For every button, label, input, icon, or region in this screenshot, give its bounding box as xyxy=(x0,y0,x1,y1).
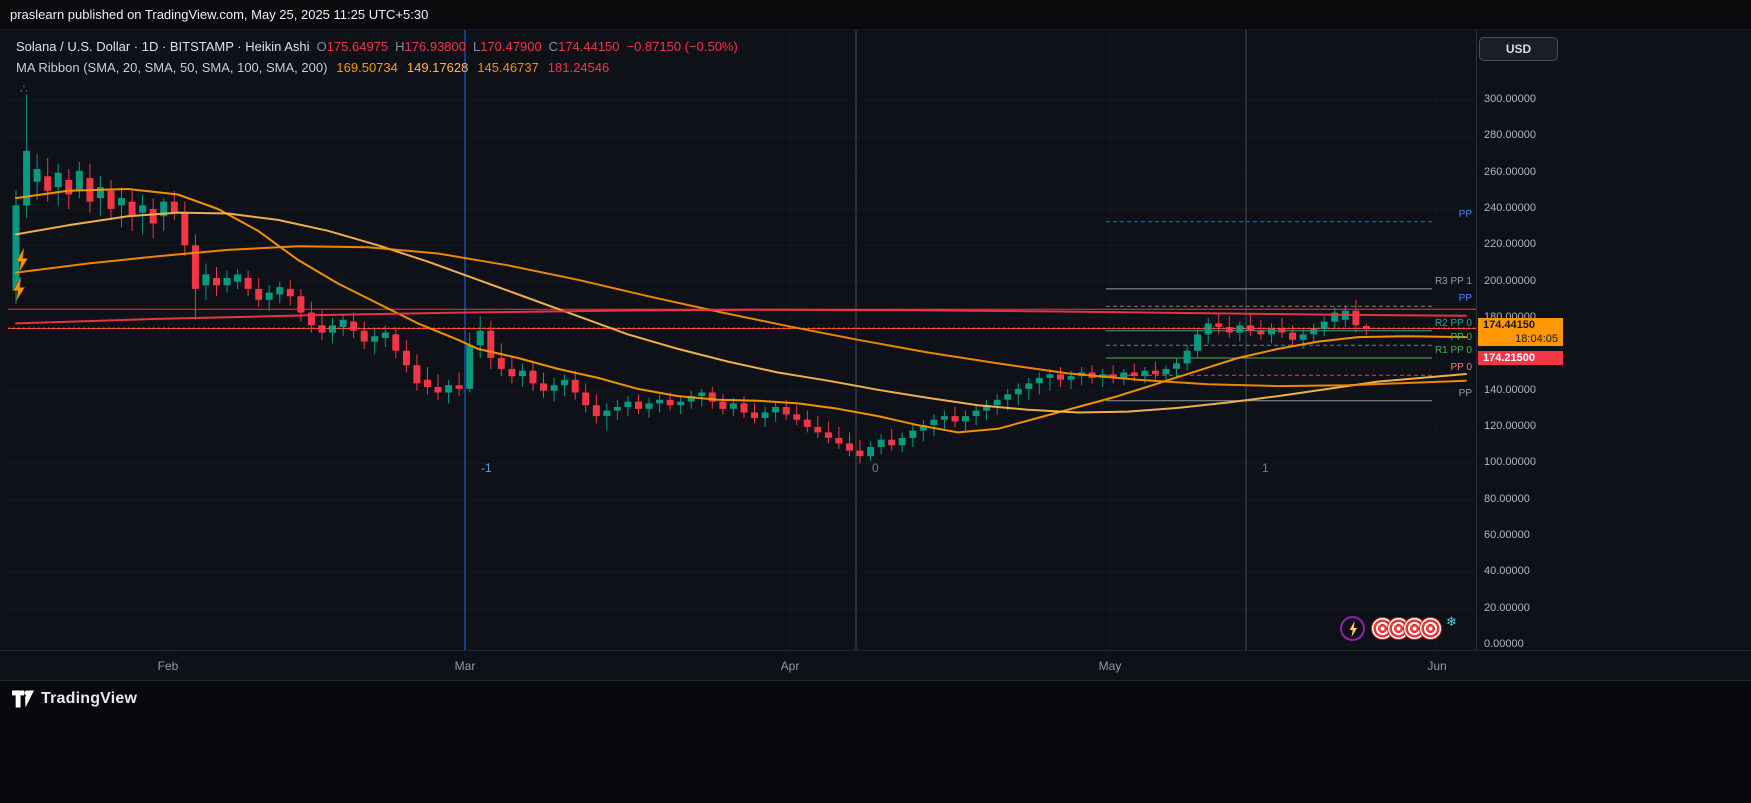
change-value: −0.87150 (−0.50%) xyxy=(626,39,738,54)
time-axis-label: Mar xyxy=(454,659,476,673)
lightning-marker-icon xyxy=(12,277,26,301)
ohlc-value: 170.47900 xyxy=(480,39,542,54)
time-axis-label: Apr xyxy=(780,659,800,673)
price-tick-label: 200.00000 xyxy=(1484,274,1536,287)
time-axis-labels: Feb Mar Apr May Jun xyxy=(8,651,1476,681)
chart-canvas[interactable]: -1 0 1 xyxy=(8,30,1476,650)
page-footer: TradingView xyxy=(0,681,1751,803)
price-tick-label: 100.00000 xyxy=(1484,456,1536,469)
svg-text:0: 0 xyxy=(872,461,879,475)
price-tick-label: 300.00000 xyxy=(1484,93,1536,105)
reaction-sparkle-icon[interactable]: ❄ xyxy=(1446,613,1457,629)
indicator-value: 149.17628 xyxy=(406,60,469,75)
svg-text:1: 1 xyxy=(1262,461,1269,475)
chart-widget: -1 0 1 Solana / U.S. Dollar · 1D · BITSTAM… xyxy=(0,30,1751,681)
ohlc-key: H xyxy=(395,39,405,54)
chart-pane[interactable]: -1 0 1 Solana / U.S. Dollar · 1D · BITSTAM… xyxy=(8,30,1477,650)
price-tick-label: 260.00000 xyxy=(1484,165,1536,178)
price-tick-label: 220.00000 xyxy=(1484,238,1536,251)
publish-info-bar: praslearn published on TradingView.com, … xyxy=(0,0,1751,30)
indicator-legend-row[interactable]: MA Ribbon (SMA, 20, SMA, 50, SMA, 100, S… xyxy=(16,57,738,78)
bar-countdown: 18:04:05 xyxy=(1515,333,1558,346)
price-tick-label: 0.00000 xyxy=(1484,638,1524,650)
time-axis-label: Feb xyxy=(157,659,179,673)
reaction-lightning-icon[interactable] xyxy=(1340,616,1365,641)
price-tick-label: 240.00000 xyxy=(1484,202,1536,214)
symbol-title: Solana / U.S. Dollar · 1D · BITSTAMP · H… xyxy=(16,39,310,54)
ohlc-value: 176.93800 xyxy=(404,39,466,54)
price-tick-label: 40.00000 xyxy=(1484,565,1530,578)
indicator-value: 181.24546 xyxy=(547,60,610,75)
price-tick-label: 280.00000 xyxy=(1484,129,1536,142)
tradingview-logo-icon xyxy=(12,690,34,708)
publish-info-text: praslearn published on TradingView.com, … xyxy=(10,7,429,22)
alert-price-badge: 174.21500 xyxy=(1478,351,1563,366)
lightning-glyph-icon xyxy=(1349,620,1357,637)
chart-legend: Solana / U.S. Dollar · 1D · BITSTAMP · H… xyxy=(16,36,738,78)
indicator-title: MA Ribbon (SMA, 20, SMA, 50, SMA, 100, S… xyxy=(16,60,328,75)
ohlc-key: O xyxy=(316,39,327,54)
reaction-target-icon[interactable] xyxy=(1419,617,1442,640)
price-tick-label: 140.00000 xyxy=(1484,383,1536,396)
ohlc-value: 174.44150 xyxy=(558,39,620,54)
last-price-value: 174.44150 xyxy=(1483,319,1535,332)
price-tick-label: 80.00000 xyxy=(1484,492,1530,505)
time-axis[interactable]: Feb Mar Apr May Jun xyxy=(0,650,1751,681)
tradingview-wordmark: TradingView xyxy=(41,690,138,707)
svg-text:-1: -1 xyxy=(481,461,492,475)
tradingview-logo[interactable]: TradingView xyxy=(12,690,137,708)
price-tick-label: 20.00000 xyxy=(1484,601,1530,614)
last-price-badge: 174.44150 18:04:05 xyxy=(1478,318,1563,347)
time-axis-label: Jun xyxy=(1427,659,1447,673)
indicator-values: 169.50734 149.17628 145.46737 181.24546 xyxy=(327,60,609,75)
time-axis-label: May xyxy=(1098,659,1122,673)
price-tick-label: 120.00000 xyxy=(1484,420,1536,432)
price-tick-label: 60.00000 xyxy=(1484,529,1530,541)
lightning-marker-icon xyxy=(15,248,29,272)
reaction-icons[interactable]: ❄ xyxy=(1340,613,1457,641)
symbol-legend-row[interactable]: Solana / U.S. Dollar · 1D · BITSTAMP · H… xyxy=(16,36,738,57)
price-axis[interactable]: USD 300.00000 280.00000 260.00000 240.00000… xyxy=(1477,30,1751,650)
objects-tree-icon[interactable]: ∴ xyxy=(20,82,28,96)
ohlc-key: C xyxy=(548,39,559,54)
indicator-value: 169.50734 xyxy=(336,60,398,75)
ohlc-values: O175.64975 H176.93800 L170.47900 C174.44150 xyxy=(310,39,620,54)
ohlc-key: L xyxy=(472,39,481,54)
ohlc-value: 175.64975 xyxy=(326,39,389,54)
indicator-value: 145.46737 xyxy=(477,60,539,75)
currency-toggle-button[interactable]: USD xyxy=(1479,37,1558,61)
